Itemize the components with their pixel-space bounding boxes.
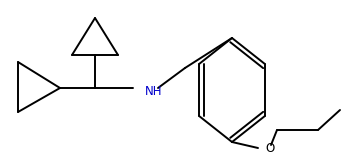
Text: O: O: [265, 141, 274, 155]
Text: NH: NH: [145, 84, 163, 97]
